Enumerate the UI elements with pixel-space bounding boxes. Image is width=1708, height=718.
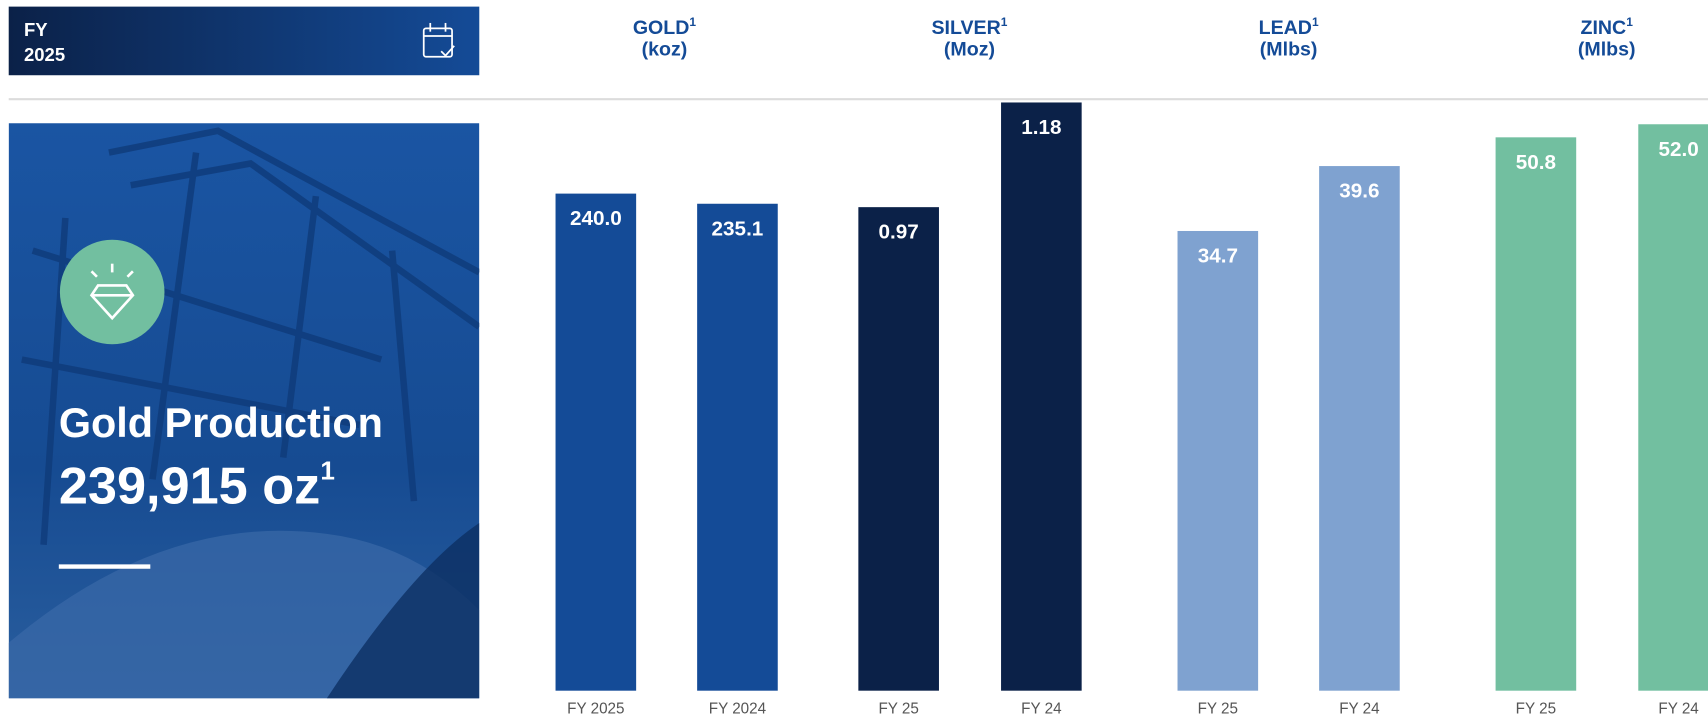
panel-note: 1 xyxy=(320,455,335,485)
x-tick-label: FY 25 xyxy=(1516,701,1556,718)
chart-title: GOLD1 xyxy=(633,15,697,39)
chart-title-text: GOLD xyxy=(633,17,690,39)
chart-title-note: 1 xyxy=(1001,15,1008,29)
diamond-icon xyxy=(89,263,135,321)
x-tick-label: FY 24 xyxy=(1021,701,1062,718)
panel-value-text: 239,915 oz xyxy=(59,457,321,515)
bar xyxy=(1319,166,1400,691)
bar-label: 240.0 xyxy=(570,207,622,230)
chart-subtitle: (Mlbs) xyxy=(1578,39,1636,61)
bar xyxy=(697,203,778,691)
chart-title-text: LEAD xyxy=(1259,17,1312,39)
chart-subtitle: (Mlbs) xyxy=(1260,39,1318,61)
chart-title-note: 1 xyxy=(689,15,696,29)
bar xyxy=(1495,137,1577,691)
header-line: FY xyxy=(24,19,48,40)
chart-title: ZINC1 xyxy=(1581,15,1634,39)
bar-label: 39.6 xyxy=(1339,180,1379,203)
header-box xyxy=(8,6,480,76)
x-tick-label: FY 24 xyxy=(1339,701,1380,718)
header-line: 2025 xyxy=(24,44,65,65)
bar xyxy=(1001,102,1082,691)
chart-subtitle: (Moz) xyxy=(944,39,995,61)
bar xyxy=(858,207,939,691)
bar-label: 0.97 xyxy=(879,221,919,244)
bar-label: 235.1 xyxy=(712,217,764,240)
bar xyxy=(1177,230,1259,691)
chart-title: LEAD1 xyxy=(1259,15,1319,39)
chart-title-note: 1 xyxy=(1626,15,1633,29)
bar-label: 50.8 xyxy=(1516,151,1556,174)
panel-title: Gold Production xyxy=(59,400,383,446)
chart-title-note: 1 xyxy=(1312,15,1319,29)
bar xyxy=(555,193,637,691)
photo-panel xyxy=(8,123,480,699)
x-tick-label: FY 2024 xyxy=(709,701,767,718)
bar-label: 34.7 xyxy=(1198,245,1238,268)
panel-value: 239,915 oz1 xyxy=(59,455,335,515)
x-tick-label: FY 2025 xyxy=(567,701,624,718)
chart-title-text: SILVER xyxy=(931,17,1000,39)
x-tick-label: FY 24 xyxy=(1658,701,1699,718)
chart-subtitle: (koz) xyxy=(642,39,688,61)
x-tick-label: FY 25 xyxy=(1198,701,1238,718)
bar xyxy=(1638,124,1708,691)
icon-circle xyxy=(59,239,165,345)
x-tick-label: FY 25 xyxy=(878,701,918,718)
calendar-icon xyxy=(422,22,455,58)
bar-label: 52.0 xyxy=(1658,138,1698,161)
chart-title: SILVER1 xyxy=(931,15,1007,39)
bar-label: 1.18 xyxy=(1021,116,1061,139)
chart-title-text: ZINC xyxy=(1581,17,1627,39)
